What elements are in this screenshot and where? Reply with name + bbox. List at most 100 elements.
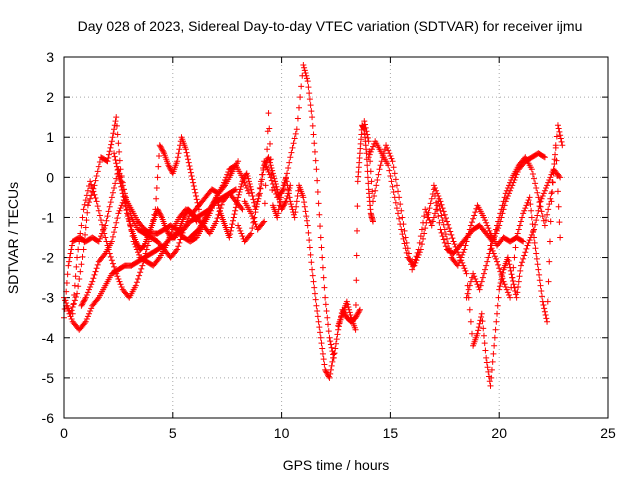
- data-point: [257, 185, 264, 192]
- data-point: [315, 200, 322, 207]
- data-point: [309, 122, 316, 129]
- data-point: [274, 186, 281, 193]
- y-tick-labels: -6 -5 -4 -3 -2 -1 0 1 2 3: [42, 49, 55, 426]
- data-point: [84, 313, 91, 320]
- data-point: [317, 223, 324, 230]
- data-point: [420, 235, 427, 242]
- data-point: [111, 126, 118, 133]
- data-point: [308, 259, 315, 266]
- data-point: [415, 251, 422, 258]
- data-point: [487, 382, 494, 389]
- data-point: [82, 296, 89, 303]
- series-track-10: [430, 166, 564, 389]
- data-point: [254, 198, 261, 205]
- data-point: [242, 182, 249, 189]
- data-point: [498, 271, 505, 278]
- data-point: [542, 217, 549, 224]
- data-point: [66, 258, 73, 265]
- data-point: [132, 282, 139, 289]
- data-point: [506, 261, 513, 268]
- data-point: [78, 261, 85, 268]
- data-point: [290, 140, 297, 147]
- data-point: [418, 226, 425, 233]
- data-point: [82, 231, 89, 238]
- data-point: [490, 250, 497, 257]
- data-point: [95, 238, 102, 245]
- data-point: [268, 164, 275, 171]
- data-point: [77, 230, 84, 237]
- data-point: [81, 297, 88, 304]
- data-point: [547, 218, 554, 225]
- data-point: [264, 146, 271, 153]
- data-point: [510, 264, 517, 271]
- data-point: [300, 62, 307, 69]
- data-point: [525, 197, 532, 204]
- data-point: [505, 182, 512, 189]
- data-point: [259, 171, 266, 178]
- data-point: [265, 110, 272, 117]
- data-point: [78, 302, 85, 309]
- data-point: [513, 234, 520, 241]
- data-point: [193, 193, 200, 200]
- data-point: [553, 133, 560, 140]
- data-point: [519, 214, 526, 221]
- data-point: [103, 217, 110, 224]
- data-point: [118, 283, 125, 290]
- data-point: [553, 157, 560, 164]
- series-track-8: [361, 118, 527, 273]
- data-point: [451, 241, 458, 248]
- data-point: [476, 320, 483, 327]
- data-point: [301, 67, 308, 74]
- data-point: [497, 210, 504, 217]
- data-point: [309, 114, 316, 121]
- data-point: [174, 158, 181, 165]
- data-point: [214, 199, 221, 206]
- data-point: [83, 316, 90, 323]
- data-point: [117, 174, 124, 181]
- data-point: [212, 195, 219, 202]
- data-point: [203, 213, 210, 220]
- data-point: [496, 283, 503, 290]
- data-point: [255, 195, 262, 202]
- data-point: [533, 217, 540, 224]
- data-point: [253, 201, 260, 208]
- data-point: [272, 181, 279, 188]
- data-point: [482, 217, 489, 224]
- data-point: [333, 340, 339, 347]
- data-point: [467, 222, 474, 229]
- data-point: [368, 178, 375, 185]
- data-point: [464, 290, 471, 297]
- data-point: [327, 366, 334, 373]
- data-point: [383, 142, 390, 149]
- data-point: [108, 238, 115, 245]
- data-point: [548, 198, 555, 205]
- data-point: [426, 205, 433, 212]
- data-point: [484, 222, 491, 229]
- data-point: [500, 198, 507, 205]
- y-tick-label: -5: [42, 370, 55, 386]
- data-point: [481, 340, 488, 347]
- data-point: [190, 179, 197, 186]
- data-point: [216, 205, 223, 212]
- data-point: [298, 83, 305, 90]
- data-point: [477, 282, 484, 289]
- data-point: [183, 149, 190, 156]
- data-point: [116, 157, 123, 164]
- data-point: [80, 298, 87, 305]
- data-point: [80, 206, 87, 213]
- data-point: [174, 154, 181, 161]
- data-point: [504, 254, 511, 261]
- data-point: [494, 302, 501, 309]
- data-point: [499, 275, 506, 282]
- data-point: [403, 249, 410, 256]
- data-point: [517, 218, 524, 225]
- data-point: [237, 183, 244, 190]
- data-point: [65, 262, 72, 269]
- data-point: [531, 239, 538, 246]
- data-point: [94, 261, 101, 268]
- data-point: [391, 194, 398, 201]
- data-point: [327, 370, 334, 377]
- data-point: [220, 179, 227, 186]
- data-point: [558, 138, 565, 145]
- data-point: [232, 207, 239, 214]
